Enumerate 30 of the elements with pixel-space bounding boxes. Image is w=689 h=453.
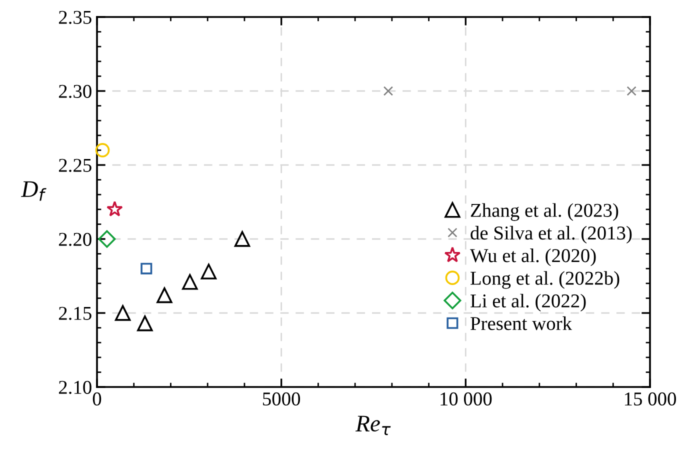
- legend-label: Long et al. (2022b): [470, 271, 620, 289]
- y-tick-label: 2.30: [58, 84, 92, 98]
- legend-label: Present work: [470, 316, 572, 330]
- x-tick-label: 5000: [263, 392, 300, 406]
- point: [140, 262, 152, 274]
- y-tick-label: 2.15: [58, 306, 92, 320]
- point: [137, 316, 153, 332]
- x-tick-label: 15 000: [624, 392, 676, 406]
- point: [98, 230, 116, 248]
- legend-label: de Silva et al. (2013): [470, 226, 632, 244]
- x-axis-title: Re$_{τ}$: [355, 416, 391, 436]
- y-tick-label: 2.35: [58, 10, 92, 24]
- legend-label: Li et al. (2022): [470, 294, 586, 312]
- x-tick-label: 10 000: [440, 392, 492, 406]
- y-tick-label: 2.10: [58, 380, 92, 394]
- y-tick-label: 2.25: [58, 158, 92, 172]
- point: [626, 86, 636, 96]
- y-tick-label: 2.20: [58, 232, 92, 246]
- point: [106, 200, 123, 216]
- point: [383, 86, 394, 96]
- legend-label: Wu et al. (2020): [470, 248, 596, 266]
- point: [182, 274, 198, 290]
- point: [156, 287, 172, 304]
- x-tick-label: 0: [92, 392, 102, 406]
- point: [114, 305, 131, 321]
- point: [95, 143, 110, 158]
- point: [200, 264, 217, 280]
- y-axis-title: D$_{f}$: [20, 181, 46, 201]
- point: [234, 231, 250, 247]
- legend-label: Zhang et al. (2023): [470, 203, 618, 221]
